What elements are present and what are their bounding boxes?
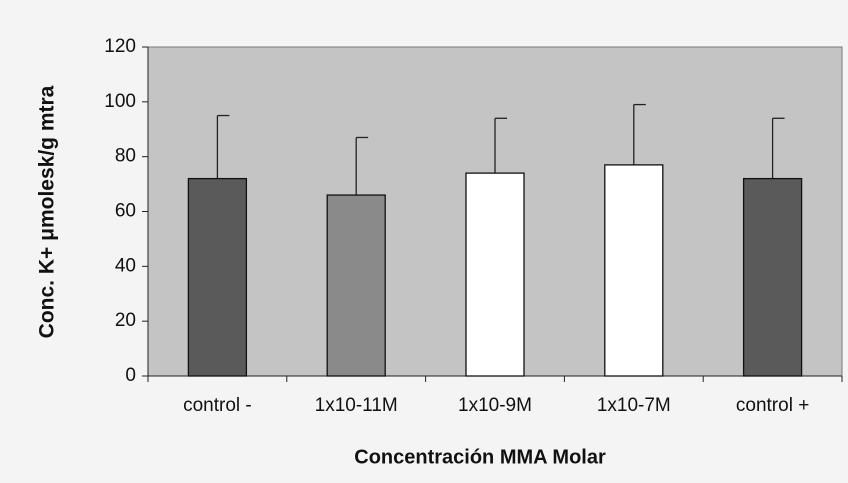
y-tick-label: 80 — [115, 146, 136, 167]
y-tick-label: 100 — [104, 91, 136, 112]
bar — [326, 194, 386, 377]
x-tick-label: 1x10-11M — [315, 395, 398, 416]
x-axis-label: Concentración MMA Molar — [354, 446, 606, 468]
y-tick-label: 0 — [125, 365, 136, 386]
x-tick-label: control + — [736, 395, 809, 416]
bar — [604, 164, 664, 377]
x-tick-label: control - — [183, 395, 252, 416]
y-tick-label: 40 — [115, 255, 136, 276]
bar — [465, 172, 525, 377]
bar — [187, 177, 248, 377]
x-tick-label: 1x10-9M — [458, 395, 532, 416]
y-tick-label: 120 — [104, 36, 136, 57]
bar — [742, 177, 803, 377]
x-tick-label: 1x10-7M — [597, 395, 671, 416]
y-axis-label: Conc. K+ μmolesk/g mtra — [36, 85, 59, 338]
y-tick-label: 20 — [115, 310, 136, 331]
y-tick-label: 60 — [115, 201, 136, 222]
